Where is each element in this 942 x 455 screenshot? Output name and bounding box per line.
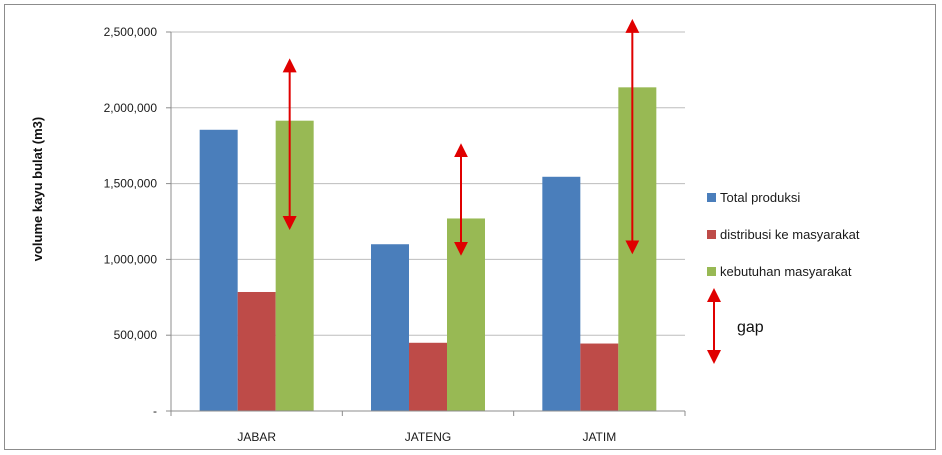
x-tick-label-jatim: JATIM	[582, 430, 616, 444]
x-tick-label-jateng: JATENG	[405, 430, 451, 444]
legend-swatch-3	[707, 267, 716, 276]
bar-jatim-1	[542, 176, 581, 411]
legend-swatch-2	[707, 230, 716, 239]
legend-label-2: distribusi ke masyarakat	[720, 227, 860, 242]
bar-jabar-2	[237, 291, 276, 411]
y-tick-label-5: 2,500,000	[104, 25, 158, 39]
bar-jatim-3	[618, 87, 657, 412]
axes	[166, 31, 686, 416]
x-tick-labels: JABAR JATENG JATIM	[237, 430, 616, 444]
legend-label-3: kebutuhan masyarakat	[720, 264, 852, 279]
bars	[199, 87, 657, 412]
x-tick-label-jabar: JABAR	[237, 430, 276, 444]
bar-jabar-3	[275, 120, 314, 411]
bar-jatim-2	[580, 343, 619, 411]
gap-legend-label: gap	[737, 319, 764, 336]
y-axis-label: volume kayu bulat (m3)	[30, 117, 45, 261]
y-tick-labels: - 500,000 1,000,000 1,500,000 2,000,000 2,500…	[104, 25, 158, 418]
bar-jabar-1	[199, 129, 238, 412]
chart-container: - 500,000 1,000,000 1,500,000 2,000,000 2,500…	[4, 4, 936, 450]
y-tick-label-2: 1,000,000	[104, 252, 158, 266]
legend-swatch-1	[707, 193, 716, 202]
y-tick-label-3: 1,500,000	[104, 177, 158, 191]
bar-jateng-2	[409, 342, 447, 411]
gap-annotations	[282, 18, 640, 256]
y-tick-label-4: 2,000,000	[104, 101, 158, 115]
gridlines	[171, 31, 685, 336]
bar-jateng-3	[447, 218, 485, 411]
y-tick-label-1: 500,000	[114, 328, 158, 342]
legend: Total produksi distribusi ke masyarakat ke…	[707, 190, 860, 364]
legend-label-1: Total produksi	[720, 190, 800, 205]
bar-chart: - 500,000 1,000,000 1,500,000 2,000,000 2,500…	[30, 18, 860, 444]
y-tick-label-0: -	[153, 404, 157, 418]
bar-jateng-1	[371, 244, 409, 411]
